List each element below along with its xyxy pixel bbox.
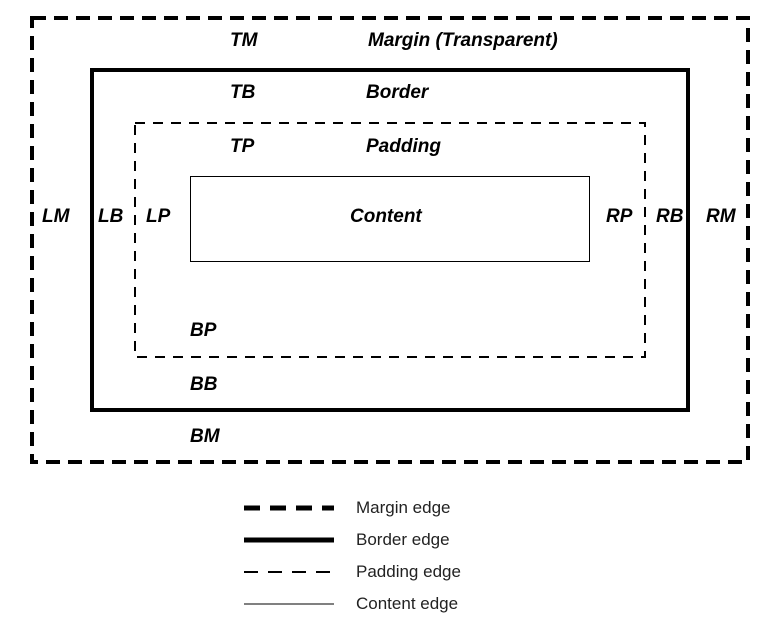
legend-label-padding: Padding edge bbox=[356, 562, 461, 582]
legend-label-border: Border edge bbox=[356, 530, 450, 550]
label-tm: TM bbox=[230, 30, 257, 52]
label-border-title: Border bbox=[366, 82, 428, 104]
legend-swatch-margin bbox=[244, 492, 334, 524]
label-content-title: Content bbox=[350, 206, 422, 228]
label-rp: RP bbox=[606, 206, 632, 228]
label-rb: RB bbox=[656, 206, 683, 228]
label-lb: LB bbox=[98, 206, 123, 228]
label-bp: BP bbox=[190, 320, 216, 342]
legend-swatch-border bbox=[244, 524, 334, 556]
legend-swatch-content bbox=[244, 588, 334, 620]
legend-row-content: Content edge bbox=[244, 588, 461, 620]
legend-label-margin: Margin edge bbox=[356, 498, 451, 518]
legend-row-padding: Padding edge bbox=[244, 556, 461, 588]
legend-swatch-padding bbox=[244, 556, 334, 588]
label-padding-title: Padding bbox=[366, 136, 441, 158]
label-tp: TP bbox=[230, 136, 254, 158]
label-lm: LM bbox=[42, 206, 69, 228]
label-bb: BB bbox=[190, 374, 217, 396]
label-tb: TB bbox=[230, 82, 255, 104]
legend-row-border: Border edge bbox=[244, 524, 461, 556]
label-margin-title: Margin (Transparent) bbox=[368, 30, 558, 52]
label-rm: RM bbox=[706, 206, 736, 228]
label-lp: LP bbox=[146, 206, 170, 228]
legend-label-content: Content edge bbox=[356, 594, 458, 614]
label-bm: BM bbox=[190, 426, 220, 448]
legend-row-margin: Margin edge bbox=[244, 492, 461, 524]
legend: Margin edge Border edge Padding edge Con… bbox=[244, 492, 461, 620]
